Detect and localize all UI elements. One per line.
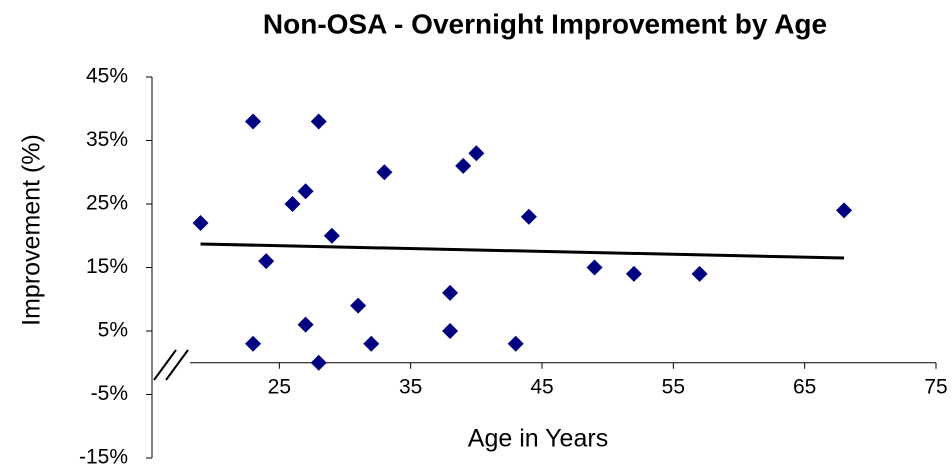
y-tick-label: 25% (86, 192, 128, 215)
data-point (323, 227, 340, 244)
data-point (297, 316, 314, 333)
data-point (691, 265, 708, 282)
y-axis-title: Improvement (%) (18, 134, 46, 326)
trend-line (200, 242, 845, 260)
data-point (442, 284, 459, 301)
data-point (625, 265, 642, 282)
axis-break (153, 349, 189, 381)
data-point (442, 323, 459, 339)
x-tick-label: 45 (530, 375, 553, 398)
x-tick-label: 55 (662, 375, 685, 398)
y-tick-label: 15% (86, 255, 128, 278)
data-point (284, 196, 301, 212)
data-point (350, 297, 367, 314)
y-tick-label: 5% (98, 319, 128, 342)
break-mark (153, 349, 177, 381)
x-tick-label: 75 (924, 375, 947, 398)
data-point (258, 253, 275, 270)
data-point (468, 145, 485, 162)
x-tick-label: 65 (793, 375, 816, 398)
data-point (310, 354, 327, 371)
y-tick-label: -15% (79, 446, 128, 469)
x-axis-title: Age in Years (468, 425, 608, 453)
y-tick-label: -5% (91, 382, 128, 405)
y-tick-label: 35% (86, 128, 128, 151)
data-point (310, 113, 327, 130)
chart-title: Non-OSA - Overnight Improvement by Age (263, 8, 827, 39)
y-tick-label: 45% (86, 65, 128, 88)
x-tick-label: 35 (399, 375, 422, 398)
data-point (363, 335, 380, 352)
data-point (836, 202, 853, 219)
data-point (192, 215, 209, 232)
data-point (297, 183, 314, 200)
data-point (245, 335, 262, 352)
data-point (507, 335, 524, 352)
data-point (520, 208, 537, 225)
data-point (586, 259, 603, 276)
data-point (455, 157, 472, 174)
x-tick-label: 25 (268, 375, 291, 398)
data-point (376, 164, 393, 181)
break-mark (165, 349, 189, 381)
data-point (245, 113, 262, 130)
